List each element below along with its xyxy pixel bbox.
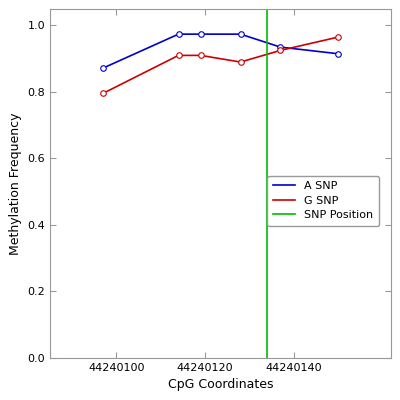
A SNP <box>176 32 181 36</box>
X-axis label: CpG Coordinates: CpG Coordinates <box>168 378 273 391</box>
G SNP <box>198 53 203 58</box>
A SNP <box>101 66 106 70</box>
G SNP <box>101 91 106 96</box>
A SNP <box>238 32 243 36</box>
A SNP <box>198 32 203 36</box>
Y-axis label: Methylation Frequency: Methylation Frequency <box>9 112 22 254</box>
Line: G SNP: G SNP <box>100 34 341 96</box>
Line: A SNP: A SNP <box>100 31 341 71</box>
A SNP <box>278 45 283 50</box>
Legend: A SNP, G SNP, SNP Position: A SNP, G SNP, SNP Position <box>267 176 379 226</box>
G SNP <box>336 35 340 40</box>
A SNP <box>336 51 340 56</box>
G SNP <box>238 60 243 64</box>
G SNP <box>176 53 181 58</box>
G SNP <box>278 48 283 53</box>
